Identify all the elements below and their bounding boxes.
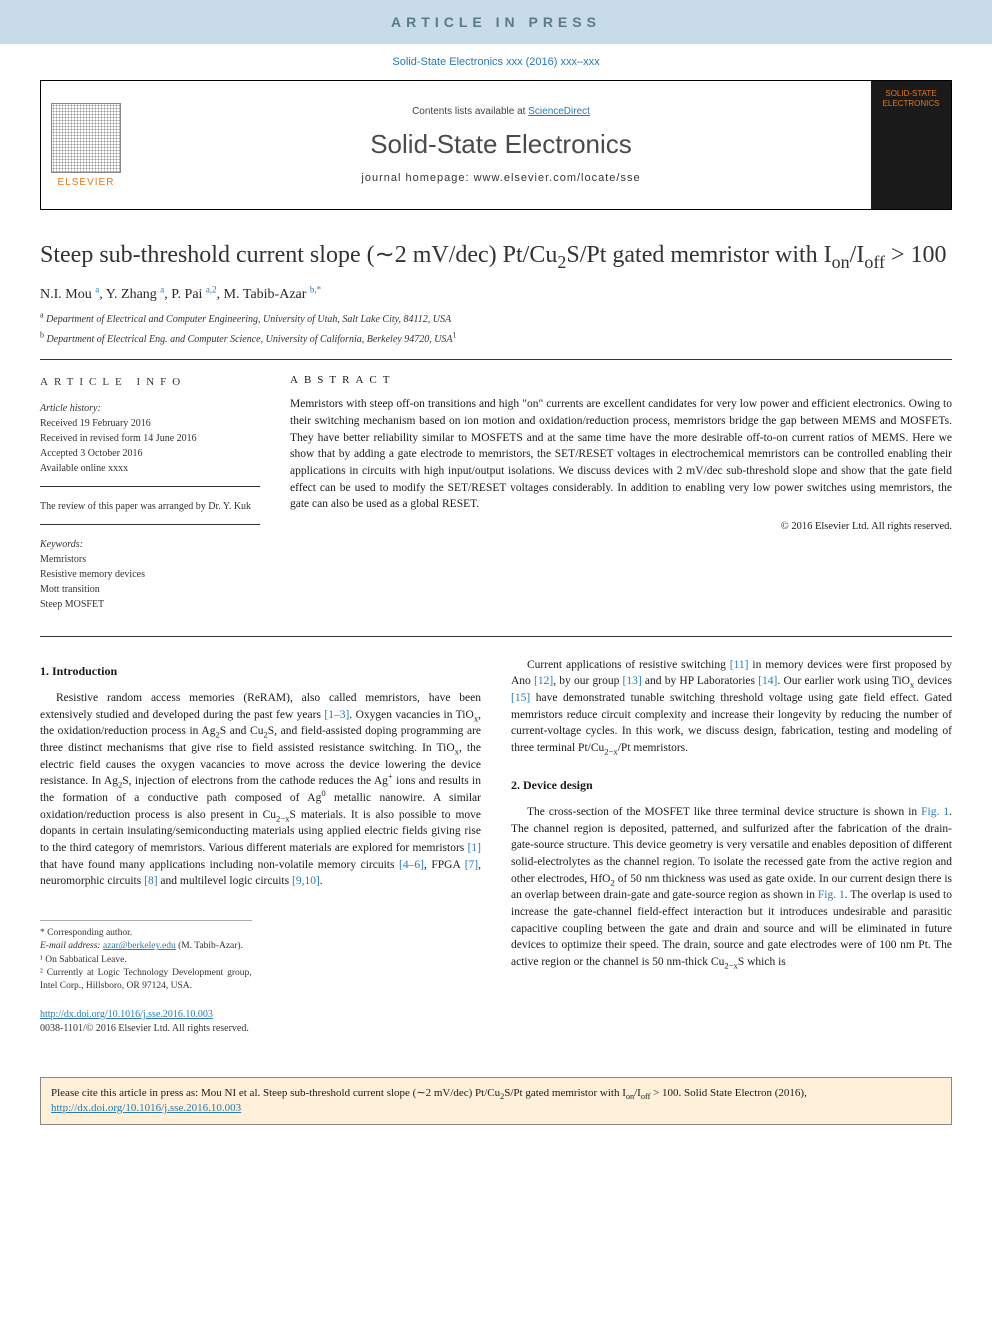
doi-block: http://dx.doi.org/10.1016/j.sse.2016.10.… [40,1008,481,1037]
elsevier-tree-icon [51,103,121,173]
section-intro-heading: 1. Introduction [40,663,481,680]
review-note-block: The review of this paper was arranged by… [40,499,260,525]
body-columns: 1. Introduction Resistive random access … [40,636,952,1037]
intro-paragraph-2: Current applications of resistive switch… [511,657,952,757]
abstract-column: ABSTRACT Memristors with steep off-on tr… [290,374,952,612]
article-main: Steep sub-threshold current slope (∼2 mV… [0,210,992,1057]
history-line: Accepted 3 October 2016 [40,446,260,461]
email-link[interactable]: azar@berkeley.edu [103,941,176,951]
info-abstract-row: ARTICLE INFO Article history: Received 1… [40,359,952,612]
contents-line: Contents lists available at ScienceDirec… [412,106,590,117]
body-col-right: Current applications of resistive switch… [511,657,952,1037]
body-col-left: 1. Introduction Resistive random access … [40,657,481,1037]
keywords-label: Keywords: [40,537,260,552]
journal-title: Solid-State Electronics [370,129,632,160]
section-design-heading: 2. Device design [511,777,952,794]
email-suffix: (M. Tabib-Azar). [176,941,243,951]
footnote-1: ¹ On Sabbatical Leave. [40,954,252,967]
footnote-2: ² Currently at Logic Technology Developm… [40,967,252,994]
design-paragraph-1: The cross-section of the MOSFET like thr… [511,804,952,971]
keyword: Steep MOSFET [40,597,260,612]
history-line: Available online xxxx [40,461,260,476]
email-line: E-mail address: azar@berkeley.edu (M. Ta… [40,940,252,953]
article-info: ARTICLE INFO Article history: Received 1… [40,374,260,612]
article-title: Steep sub-threshold current slope (∼2 mV… [40,240,952,271]
sciencedirect-link[interactable]: ScienceDirect [528,106,590,117]
history-line: Received 19 February 2016 [40,416,260,431]
cover-text: SOLID-STATE ELECTRONICS [875,89,947,108]
keyword: Resistive memory devices [40,567,260,582]
keyword: Memristors [40,552,260,567]
affiliation-a: a Department of Electrical and Computer … [40,313,952,327]
history-label: Article history: [40,401,260,416]
elsevier-label: ELSEVIER [58,177,115,188]
copyright: © 2016 Elsevier Ltd. All rights reserved… [290,521,952,532]
journal-cover-thumbnail: SOLID-STATE ELECTRONICS [871,81,951,209]
issn-line: 0038-1101/© 2016 Elsevier Ltd. All right… [40,1023,249,1034]
corresponding-author: * Corresponding author. [40,927,252,940]
citation-box: Please cite this article in press as: Mo… [40,1077,952,1126]
journal-homepage: journal homepage: www.elsevier.com/locat… [361,172,640,184]
abstract-heading: ABSTRACT [290,374,952,386]
intro-paragraph-1: Resistive random access memories (ReRAM)… [40,690,481,890]
abstract-text: Memristors with steep off-on transitions… [290,396,952,513]
history-line: Received in revised form 14 June 2016 [40,431,260,446]
authors: N.I. Mou a, Y. Zhang a, P. Pai a,2, M. T… [40,287,952,303]
review-note: The review of this paper was arranged by… [40,499,260,514]
email-label: E-mail address: [40,941,103,951]
citation-top: Solid-State Electronics xxx (2016) xxx–x… [0,44,992,80]
article-history-block: Article history: Received 19 February 20… [40,401,260,487]
article-info-heading: ARTICLE INFO [40,374,260,391]
affiliation-b: b Department of Electrical Eng. and Comp… [40,333,952,347]
footnotes: * Corresponding author. E-mail address: … [40,920,252,993]
doi-link[interactable]: http://dx.doi.org/10.1016/j.sse.2016.10.… [40,1009,213,1020]
keywords-block: Keywords: Memristors Resistive memory de… [40,537,260,612]
journal-header: ELSEVIER Contents lists available at Sci… [40,80,952,210]
contents-prefix: Contents lists available at [412,106,528,117]
affiliations: a Department of Electrical and Computer … [40,313,952,347]
header-center: Contents lists available at ScienceDirec… [131,81,871,209]
article-in-press-banner: ARTICLE IN PRESS [0,0,992,44]
elsevier-logo: ELSEVIER [41,81,131,209]
keyword: Mott transition [40,582,260,597]
